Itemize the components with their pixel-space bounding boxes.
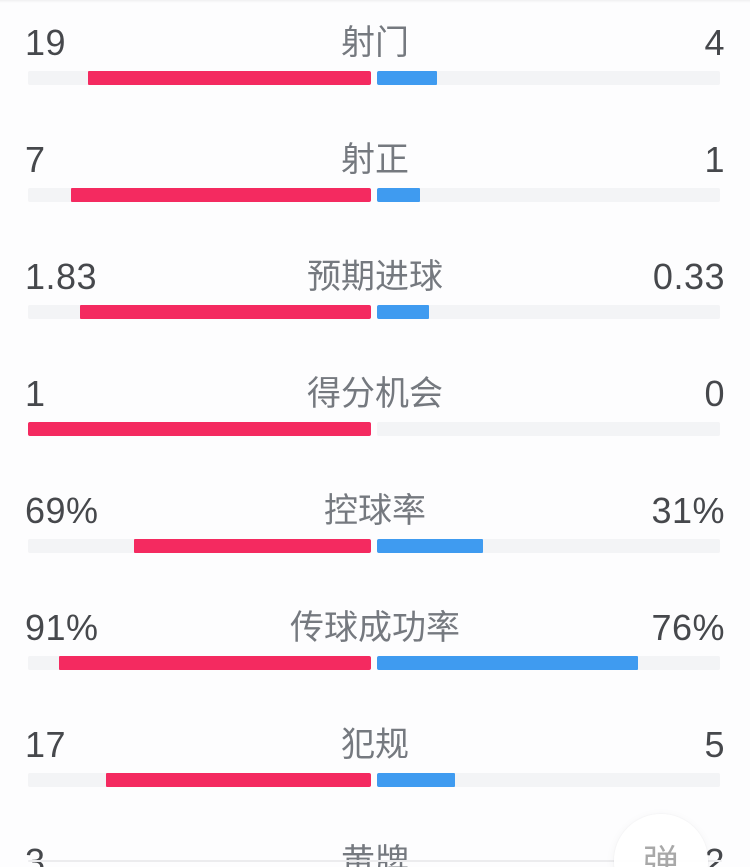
stat-bar <box>28 305 720 319</box>
away-bar-track <box>377 422 720 436</box>
stat-label: 射正 <box>341 141 409 179</box>
stat-bar <box>28 656 720 670</box>
danmu-bubble-label: 弹 <box>642 842 679 867</box>
stat-row: 17 犯规 5 <box>0 726 750 819</box>
home-bar-fill <box>70 188 371 202</box>
away-value: 0.33 <box>652 256 725 297</box>
stat-row: 1.83 预期进球 0.33 <box>0 258 750 351</box>
stat-row-header: 69% 控球率 31% <box>25 490 725 531</box>
home-value: 1.83 <box>25 256 98 297</box>
home-bar-fill <box>105 773 371 787</box>
home-value: 91% <box>25 607 99 648</box>
stat-row-header: 1 得分机会 0 <box>25 373 725 414</box>
away-bar-track <box>377 539 720 553</box>
home-bar-track <box>28 539 371 553</box>
stat-bar <box>28 188 720 202</box>
stat-bar <box>28 422 720 436</box>
stat-row: 91% 传球成功率 76% <box>0 609 750 702</box>
home-bar-track <box>28 773 371 787</box>
away-bar-fill <box>377 188 420 202</box>
away-value: 1 <box>704 139 725 180</box>
stat-label: 射门 <box>341 24 409 62</box>
home-bar-track <box>28 422 371 436</box>
stat-row-header: 91% 传球成功率 76% <box>25 607 725 648</box>
home-value: 17 <box>25 724 67 765</box>
stat-bar <box>28 773 720 787</box>
home-value: 1 <box>25 373 46 414</box>
home-bar-fill <box>134 539 371 553</box>
stat-label: 传球成功率 <box>290 609 460 647</box>
stat-label: 控球率 <box>324 492 426 530</box>
away-value: 0 <box>704 373 725 414</box>
away-value: 76% <box>651 607 725 648</box>
stat-row-header: 19 射门 4 <box>25 22 725 63</box>
stat-label: 犯规 <box>341 726 409 764</box>
away-bar-track <box>377 305 720 319</box>
stat-row: 69% 控球率 31% <box>0 492 750 585</box>
stat-row-header: 17 犯规 5 <box>25 724 725 765</box>
bottom-divider <box>28 860 722 862</box>
home-bar-fill <box>58 656 371 670</box>
home-value: 7 <box>25 139 46 180</box>
stat-row: 1 得分机会 0 <box>0 375 750 468</box>
stat-label: 预期进球 <box>307 258 443 296</box>
away-bar-fill <box>377 305 430 319</box>
away-bar-track <box>377 71 720 85</box>
stat-label: 黄牌 <box>341 843 409 867</box>
home-bar-track <box>28 305 371 319</box>
away-bar-track <box>377 188 720 202</box>
away-bar-fill <box>377 773 455 787</box>
stat-label: 得分机会 <box>307 375 443 413</box>
home-bar-fill <box>87 71 371 85</box>
home-bar-track <box>28 71 371 85</box>
home-value: 69% <box>25 490 99 531</box>
home-bar-track <box>28 656 371 670</box>
stat-bar <box>28 539 720 553</box>
away-bar-fill <box>377 656 638 670</box>
home-bar-track <box>28 188 371 202</box>
away-bar-track <box>377 656 720 670</box>
stat-row: 7 射正 1 <box>0 141 750 234</box>
home-bar-fill <box>80 305 371 319</box>
stat-row-header: 7 射正 1 <box>25 139 725 180</box>
stat-row-header: 1.83 预期进球 0.33 <box>25 256 725 297</box>
stat-bar <box>28 71 720 85</box>
stat-row: 19 射门 4 <box>0 24 750 117</box>
home-value: 19 <box>25 22 67 63</box>
away-value: 31% <box>651 490 725 531</box>
away-value: 5 <box>704 724 725 765</box>
away-bar-track <box>377 773 720 787</box>
away-bar-fill <box>377 71 437 85</box>
away-bar-fill <box>377 539 484 553</box>
away-value: 4 <box>704 22 725 63</box>
home-value: 3 <box>25 841 46 867</box>
home-bar-fill <box>28 422 371 436</box>
